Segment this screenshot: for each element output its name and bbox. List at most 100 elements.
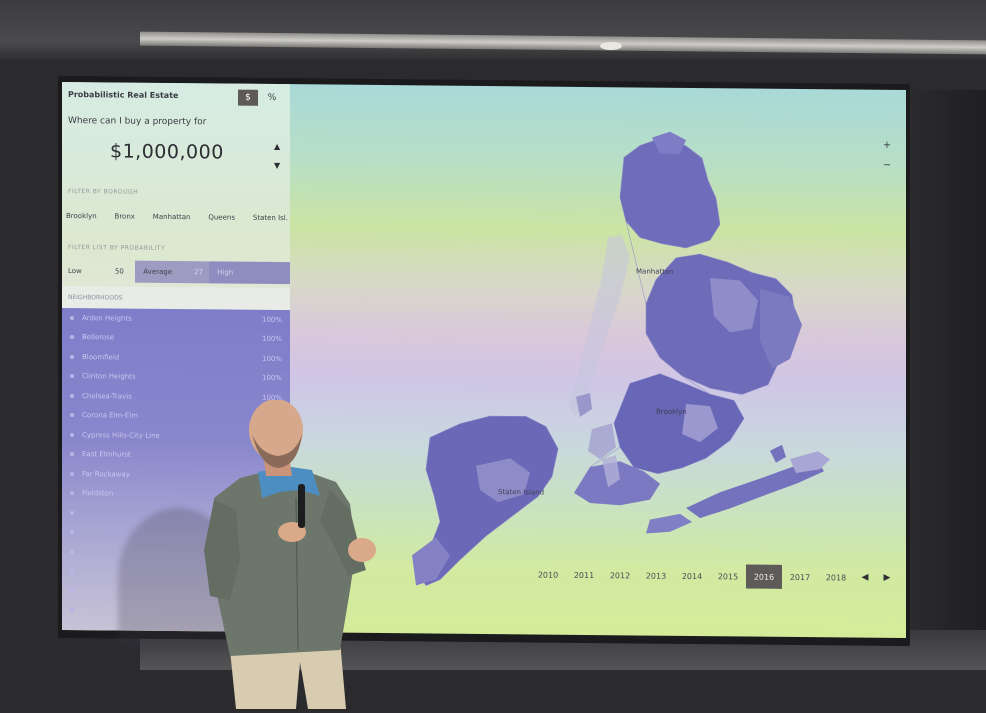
neighborhood-list-item[interactable]: Clinton Heights 100%: [62, 366, 290, 388]
borough-filter: Brooklyn Bronx Manhattan Queens Staten I…: [66, 212, 288, 222]
year-2014-button[interactable]: 2014: [681, 571, 703, 581]
projection-screen: Probabilistic Real Estate $ % Where can …: [58, 75, 910, 647]
brooklyn-light: [682, 403, 718, 443]
roosevelt-patch: [576, 393, 592, 417]
prob-50-button[interactable]: 50: [114, 267, 124, 276]
neighborhoods-label: NEIGHBORHOODS: [68, 294, 123, 302]
zoom-out-button[interactable]: −: [882, 159, 892, 171]
borough-staten-button[interactable]: Staten Isl.: [252, 213, 288, 223]
neighborhood-name: Bloomfield: [82, 352, 120, 362]
timeline-next-icon[interactable]: ▶: [883, 572, 891, 583]
label-manhattan: Manhattan: [636, 267, 674, 276]
neighborhood-list-item[interactable]: Bloomfield 100%: [62, 347, 290, 369]
year-timeline: 2010 2011 2012 2013 2014 2015 2016 2017 2018 ◀ ▶: [530, 562, 898, 590]
ceiling-light: [600, 42, 622, 50]
neighborhood-name: East Elmhurst: [82, 450, 131, 459]
manhattan-shape: [568, 235, 630, 417]
projected-app: Probabilistic Real Estate $ % Where can …: [62, 81, 906, 639]
jfk-shape: [770, 444, 786, 463]
prob-average-value: 27: [194, 268, 204, 277]
list-bullet-icon: [70, 569, 74, 574]
borough-brooklyn-button[interactable]: Brooklyn: [66, 211, 97, 221]
borough-filter-label: FILTER BY BOROUGH: [68, 188, 139, 196]
list-bullet-icon: [70, 549, 74, 554]
neighborhood-probability: 100%: [261, 335, 282, 344]
probability-filter-label: FILTER LIST BY PROBABILITY: [68, 244, 166, 252]
neighborhood-name: Chelsea-Travis: [82, 391, 132, 401]
nyc-map[interactable]: Manhattan Brooklyn Staten Island + − 201…: [290, 84, 906, 638]
label-staten-island: Staten Island: [498, 488, 545, 497]
label-brooklyn: Brooklyn: [656, 407, 687, 416]
year-2010-button[interactable]: 2010: [537, 570, 559, 580]
borough-bronx-button[interactable]: Bronx: [114, 212, 135, 221]
app-title: Probabilistic Real Estate: [68, 90, 179, 101]
price-input[interactable]: $1,000,000: [110, 140, 224, 164]
list-bullet-icon: [70, 393, 74, 398]
staten-island-shape: [417, 415, 559, 586]
zoom-in-button[interactable]: +: [882, 139, 892, 151]
prob-low-button[interactable]: Low: [68, 267, 82, 276]
list-bullet-icon: [70, 530, 74, 535]
neighborhood-name: Cypress Hills-City Line: [82, 430, 160, 440]
probability-filter: Low 50 Average 27 High: [62, 260, 290, 285]
prob-high-button[interactable]: High: [209, 261, 290, 285]
list-bullet-icon: [70, 315, 74, 320]
borough-outline-lines: [589, 221, 711, 468]
year-2011-button[interactable]: 2011: [573, 570, 595, 580]
neighborhood-name: Fieldston: [82, 489, 114, 498]
presenter-figure: [204, 399, 376, 709]
borough-queens-button[interactable]: Queens: [208, 213, 236, 222]
neighborhood-probability: 100%: [261, 354, 282, 363]
timeline-prev-icon[interactable]: ◀: [861, 572, 869, 583]
governors-patch: [588, 423, 616, 460]
list-bullet-icon: [70, 452, 74, 457]
breezy-point: [646, 513, 692, 534]
neighborhood-list-item[interactable]: Arden Heights 100%: [62, 308, 290, 330]
year-2015-button[interactable]: 2015: [717, 571, 739, 581]
list-bullet-icon: [70, 335, 74, 340]
year-2012-button[interactable]: 2012: [609, 570, 631, 580]
prob-average-label: Average: [143, 267, 173, 277]
neighborhood-name: Bellerose: [82, 333, 115, 342]
neighborhood-name: Arden Heights: [82, 313, 132, 323]
neighborhood-name: Far Rockaway: [82, 469, 130, 479]
neighborhood-name: Clinton Heights: [82, 372, 136, 381]
neighborhood-list-item[interactable]: Bellerose 100%: [62, 327, 290, 349]
price-up-icon[interactable]: ▲: [274, 141, 281, 152]
percent-toggle-button[interactable]: %: [267, 92, 277, 104]
year-2016-button[interactable]: 2016: [746, 564, 782, 589]
room-ceiling: [0, 0, 986, 60]
brooklyn-south: [574, 461, 660, 506]
rockaway-light: [790, 451, 830, 473]
list-bullet-icon: [70, 471, 74, 476]
year-2013-button[interactable]: 2013: [645, 571, 667, 581]
brooklyn-shape: [613, 373, 745, 474]
bronx-shape-north: [652, 131, 686, 154]
dollar-toggle-button[interactable]: $: [238, 89, 258, 106]
price-down-icon[interactable]: ▼: [274, 160, 281, 171]
wall-panel: [916, 90, 986, 630]
prob-average-button[interactable]: Average 27: [135, 260, 210, 284]
staten-island-south: [412, 537, 450, 586]
list-bullet-icon: [70, 608, 74, 613]
year-2018-button[interactable]: 2018: [825, 572, 847, 582]
neighborhood-probability: 100%: [261, 374, 282, 383]
bronx-shape: [619, 137, 721, 249]
rockaway-shape: [686, 461, 824, 519]
year-2017-button[interactable]: 2017: [789, 572, 811, 582]
borough-manhattan-button[interactable]: Manhattan: [152, 212, 191, 222]
presenter-person: [200, 399, 390, 709]
queens-shape: [645, 253, 797, 395]
list-bullet-icon: [70, 374, 74, 379]
borough-map-svg[interactable]: [290, 84, 906, 638]
list-bullet-icon: [70, 432, 74, 437]
staten-island-light: [476, 458, 530, 503]
queens-light-patch: [710, 278, 758, 333]
list-bullet-icon: [70, 510, 74, 515]
list-bullet-icon: [70, 491, 74, 496]
neighborhood-name: Corona Elm-Elm: [82, 411, 139, 420]
list-bullet-icon: [70, 588, 74, 593]
search-question: Where can I buy a property for: [68, 116, 207, 128]
queens-east: [760, 288, 802, 369]
neighborhoods-header: NEIGHBORHOODS: [62, 285, 290, 311]
